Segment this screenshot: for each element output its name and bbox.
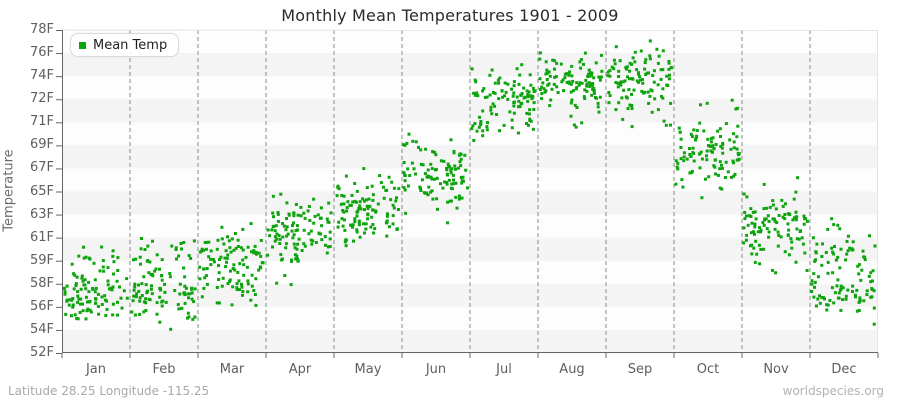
- y-tick-label: 72F: [29, 91, 54, 107]
- legend-label: Mean Temp: [93, 37, 168, 53]
- y-tick-label: 58F: [29, 275, 54, 291]
- y-tick-label: 67F: [29, 160, 54, 176]
- y-tick-label: 56F: [29, 298, 54, 314]
- y-tick-label: 54F: [29, 321, 54, 337]
- y-tick-label: 59F: [29, 252, 54, 268]
- x-tick-label: Oct: [696, 362, 720, 377]
- x-tick-label: Jul: [496, 362, 512, 377]
- y-tick-label: 76F: [29, 45, 54, 61]
- y-tick-label: 69F: [29, 137, 54, 153]
- x-tick-label: Feb: [152, 362, 176, 377]
- scatter-points: [62, 39, 877, 331]
- scatter-plot-canvas: [56, 29, 879, 358]
- y-tick-marks: [56, 30, 62, 354]
- x-tick-label: Apr: [288, 362, 312, 377]
- legend-marker-icon: [79, 41, 86, 49]
- y-tick-label: 78F: [29, 22, 54, 37]
- chart-title: Monthly Mean Temperatures 1901 - 2009: [281, 6, 619, 25]
- x-tick-label: Jun: [425, 362, 447, 377]
- x-tick-label: Nov: [763, 362, 789, 377]
- y-tick-label: 61F: [29, 229, 54, 245]
- footer-coordinates: Latitude 28.25 Longitude -115.25: [8, 384, 210, 398]
- x-tick-marks: [61, 353, 879, 358]
- y-tick-label: 63F: [29, 206, 54, 222]
- month-gridlines: [129, 30, 811, 353]
- x-tick-label: Mar: [219, 362, 245, 377]
- footer-site-credit: worldspecies.org: [782, 384, 884, 398]
- x-tick-label: Sep: [627, 362, 653, 377]
- y-tick-label: 52F: [29, 345, 54, 360]
- y-tick-label: 71F: [29, 114, 54, 130]
- y-tick-label: 74F: [29, 68, 54, 84]
- x-tick-label: Aug: [559, 362, 585, 377]
- plot-area: Mean Temp: [56, 29, 879, 358]
- x-tick-label: Dec: [831, 362, 857, 377]
- x-tick-label: May: [354, 362, 382, 377]
- legend: Mean Temp: [70, 33, 180, 57]
- x-tick-label: Jan: [85, 362, 107, 377]
- y-tick-label: 65F: [29, 183, 54, 199]
